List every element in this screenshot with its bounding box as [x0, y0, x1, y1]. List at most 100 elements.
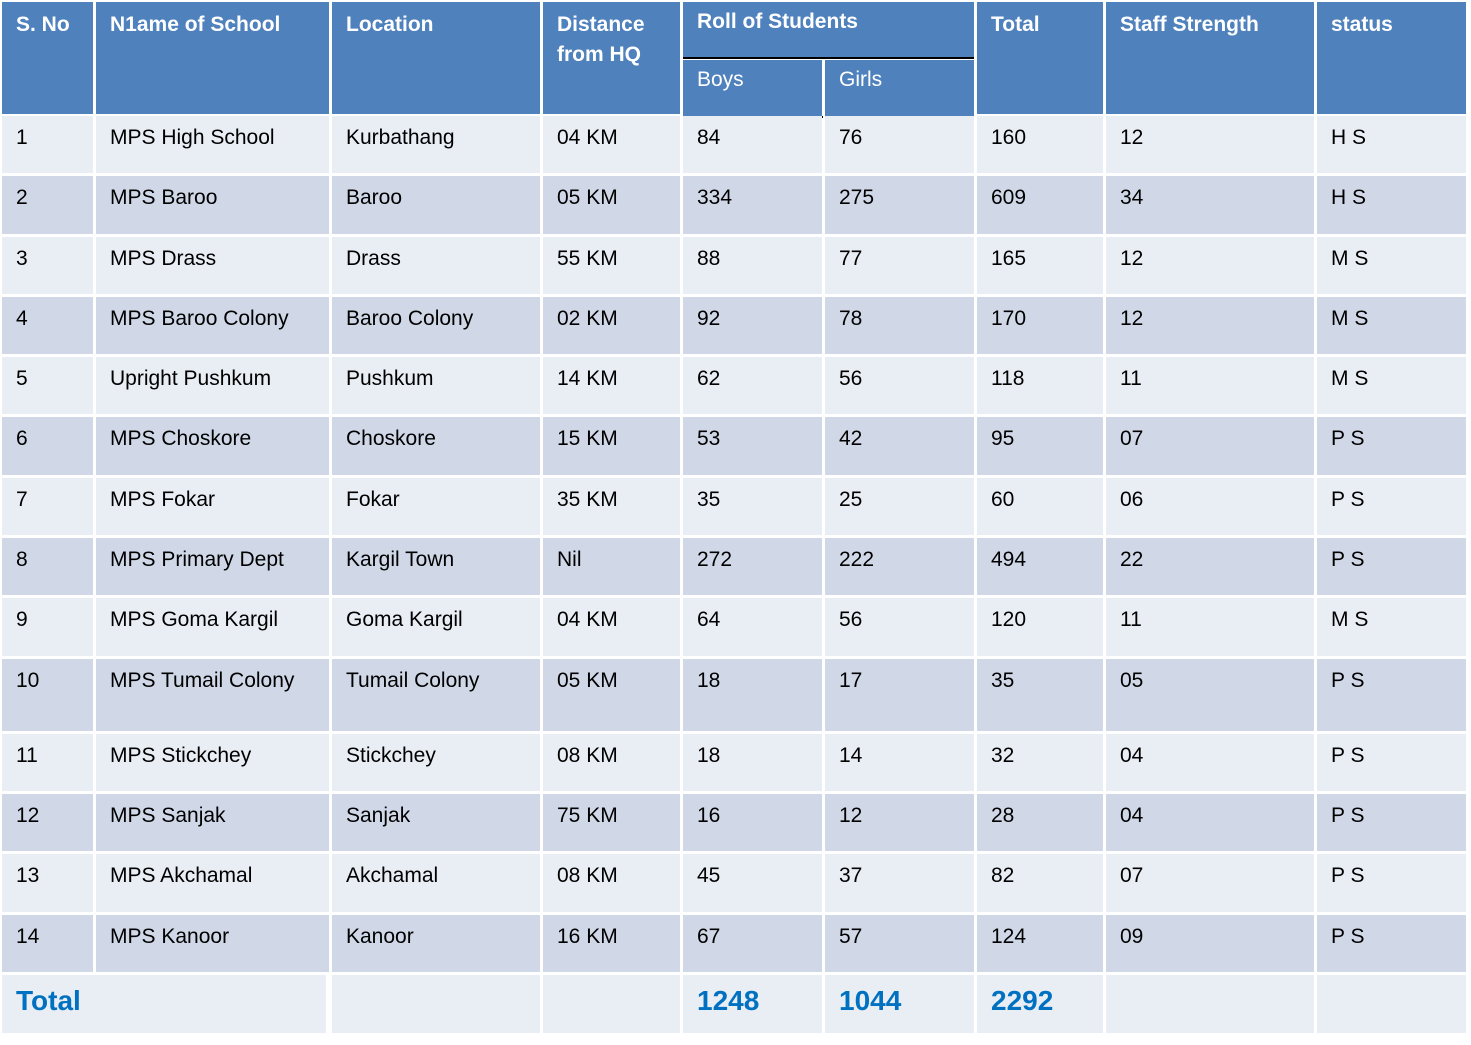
cell-distance: 05 KM	[543, 176, 680, 234]
cell-location: Goma Kargil	[332, 598, 540, 656]
table-row: 13 MPS Akchamal Akchamal 08 KM 45 37 82 07 P S	[2, 854, 1466, 914]
cell-girls: 76	[825, 116, 974, 174]
header-total: Total	[977, 2, 1103, 114]
cell-boys: 53	[683, 417, 822, 475]
cell-boys: 35	[683, 477, 822, 536]
cell-sno: 12	[2, 793, 93, 852]
header-sno: S. No	[2, 2, 93, 114]
cell-distance: 08 KM	[543, 854, 680, 912]
cell-location: Pushkum	[332, 357, 540, 415]
cell-staff-strength: 11	[1106, 357, 1314, 415]
cell-total: 28	[977, 793, 1103, 852]
cell-status: H S	[1317, 176, 1466, 234]
cell-girls: 42	[825, 417, 974, 475]
cell-sno: 11	[2, 733, 93, 791]
cell-total: 118	[977, 357, 1103, 415]
cell-status: P S	[1317, 854, 1466, 912]
cell-location: Stickchey	[332, 733, 540, 791]
cell-total: 35	[977, 658, 1103, 731]
cell-location: Drass	[332, 236, 540, 294]
table-header: S. No N1ame of School Location Distance …	[2, 2, 1466, 116]
cell-status: P S	[1317, 793, 1466, 852]
cell-school-name: MPS Primary Dept	[96, 538, 329, 596]
cell-distance: 08 KM	[543, 733, 680, 791]
cell-boys: 62	[683, 357, 822, 415]
cell-sno: 14	[2, 914, 93, 972]
cell-location: Kargil Town	[332, 538, 540, 596]
cell-boys: 64	[683, 598, 822, 656]
cell-staff-strength: 04	[1106, 793, 1314, 852]
cell-sno: 4	[2, 296, 93, 355]
cell-boys: 334	[683, 176, 822, 234]
cell-school-name: MPS High School	[96, 116, 329, 174]
cell-status: P S	[1317, 658, 1466, 731]
cell-staff-strength: 07	[1106, 417, 1314, 475]
cell-school-name: MPS Fokar	[96, 477, 329, 536]
cell-location: Kurbathang	[332, 116, 540, 174]
cell-location: Choskore	[332, 417, 540, 475]
cell-boys: 92	[683, 296, 822, 355]
cell-girls: 222	[825, 538, 974, 596]
total-status-empty	[1317, 974, 1466, 1033]
cell-status: P S	[1317, 477, 1466, 536]
cell-status: P S	[1317, 914, 1466, 972]
cell-status: P S	[1317, 417, 1466, 475]
cell-staff-strength: 05	[1106, 658, 1314, 731]
cell-sno: 6	[2, 417, 93, 475]
cell-total: 82	[977, 854, 1103, 912]
cell-sno: 13	[2, 854, 93, 912]
cell-sno: 7	[2, 477, 93, 536]
total-students: 2292	[977, 974, 1103, 1033]
cell-staff-strength: 07	[1106, 854, 1314, 912]
cell-girls: 25	[825, 477, 974, 536]
cell-total: 165	[977, 236, 1103, 294]
cell-location: Sanjak	[332, 793, 540, 852]
cell-school-name: MPS Choskore	[96, 417, 329, 475]
cell-total: 170	[977, 296, 1103, 355]
cell-boys: 84	[683, 116, 822, 174]
table-row: 7 MPS Fokar Fokar 35 KM 35 25 60 06 P S	[2, 477, 1466, 538]
cell-distance: 55 KM	[543, 236, 680, 294]
cell-girls: 57	[825, 914, 974, 972]
cell-school-name: MPS Sanjak	[96, 793, 329, 852]
cell-boys: 88	[683, 236, 822, 294]
cell-location: Baroo	[332, 176, 540, 234]
cell-distance: 05 KM	[543, 658, 680, 731]
cell-distance: 15 KM	[543, 417, 680, 475]
header-name: N1ame of School	[96, 2, 329, 114]
cell-status: M S	[1317, 236, 1466, 294]
cell-staff-strength: 12	[1106, 296, 1314, 355]
total-boys: 1248	[683, 974, 822, 1033]
cell-status: M S	[1317, 296, 1466, 355]
table-row: 4 MPS Baroo Colony Baroo Colony 02 KM 92 78 17…	[2, 296, 1466, 357]
table-row: 5 Upright Pushkum Pushkum 14 KM 62 56 118 11 M S	[2, 357, 1466, 417]
cell-status: M S	[1317, 598, 1466, 656]
header-boys: Boys	[683, 60, 822, 116]
total-staff-empty	[1106, 974, 1314, 1033]
cell-distance: 75 KM	[543, 793, 680, 852]
cell-distance: 14 KM	[543, 357, 680, 415]
header-girls: Girls	[825, 60, 974, 116]
cell-distance: 35 KM	[543, 477, 680, 536]
cell-sno: 8	[2, 538, 93, 596]
header-roll-of-students: Roll of Students	[683, 2, 974, 59]
header-staff-strength: Staff Strength	[1106, 2, 1314, 114]
cell-total: 494	[977, 538, 1103, 596]
cell-staff-strength: 04	[1106, 733, 1314, 791]
table-row: 10 MPS Tumail Colony Tumail Colony 05 KM 18 1…	[2, 658, 1466, 734]
cell-staff-strength: 09	[1106, 914, 1314, 972]
cell-boys: 272	[683, 538, 822, 596]
cell-school-name: MPS Baroo	[96, 176, 329, 234]
cell-girls: 77	[825, 236, 974, 294]
cell-staff-strength: 34	[1106, 176, 1314, 234]
cell-sno: 5	[2, 357, 93, 415]
table-row: 3 MPS Drass Drass 55 KM 88 77 165 12 M S	[2, 236, 1466, 297]
cell-total: 609	[977, 176, 1103, 234]
table-body: 1 MPS High School Kurbathang 04 KM 84 76 160 12…	[2, 116, 1466, 975]
cell-girls: 14	[825, 733, 974, 791]
cell-staff-strength: 12	[1106, 116, 1314, 174]
cell-girls: 275	[825, 176, 974, 234]
table-row: 1 MPS High School Kurbathang 04 KM 84 76 160 12…	[2, 116, 1466, 176]
cell-boys: 67	[683, 914, 822, 972]
